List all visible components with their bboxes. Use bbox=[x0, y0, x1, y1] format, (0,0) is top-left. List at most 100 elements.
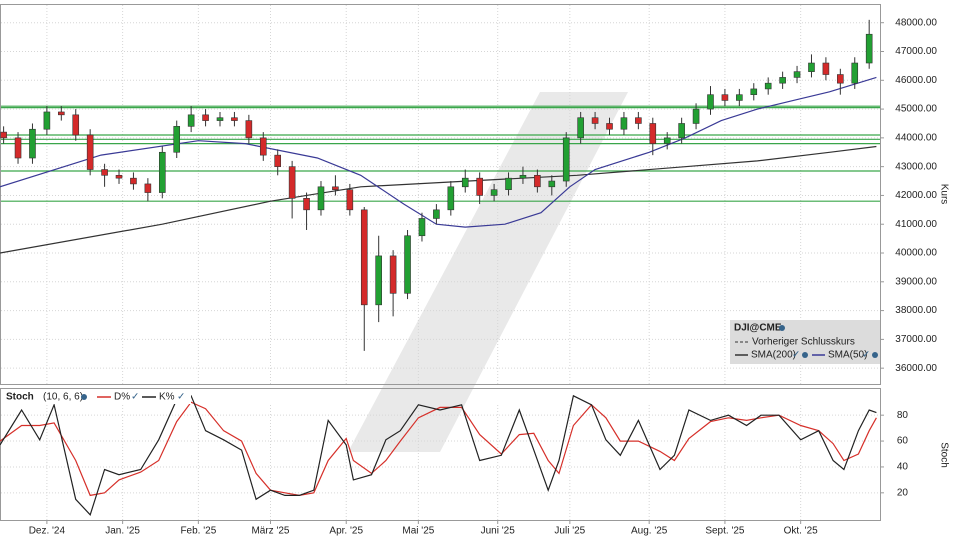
candle-body bbox=[404, 235, 411, 294]
candle-body bbox=[259, 137, 267, 156]
x-tick-label: Jan. '25 bbox=[105, 526, 140, 537]
sma-line bbox=[0, 76, 877, 228]
legend: DJI@CME Vorheriger Schlusskurs SMA(200) … bbox=[730, 320, 880, 364]
candle-body bbox=[562, 137, 570, 182]
stoch-legend: Stoch (10, 6, 6) D% ✓ K% ✓ bbox=[1, 389, 191, 404]
candle-body bbox=[202, 114, 209, 121]
candle-body bbox=[750, 88, 758, 95]
candle-body bbox=[606, 123, 613, 130]
y-tick-label: 60 bbox=[897, 436, 909, 447]
legend-icon[interactable] bbox=[779, 325, 785, 331]
candle-body bbox=[86, 134, 94, 170]
candle-body bbox=[548, 180, 556, 188]
y-tick-label: 41000.00 bbox=[895, 219, 937, 230]
candle-body bbox=[187, 114, 195, 127]
candle-body bbox=[389, 255, 397, 294]
candle-body bbox=[433, 209, 440, 219]
y-tick-label: 39000.00 bbox=[895, 276, 937, 287]
candle-body bbox=[317, 186, 325, 211]
candle-body bbox=[577, 117, 584, 139]
y-tick-label: 40000.00 bbox=[895, 248, 937, 259]
candle-body bbox=[663, 137, 671, 144]
candle-body bbox=[14, 137, 22, 159]
x-tick-label: Juni '25 bbox=[481, 526, 516, 537]
x-tick-label: Apr. '25 bbox=[329, 526, 363, 537]
candle-body bbox=[216, 117, 224, 121]
x-tick-label: Feb. '25 bbox=[180, 526, 216, 537]
plot-layer: Dez. '24 Jan. '25 Feb. '25 März '25 Apr. '25… bbox=[0, 5, 937, 537]
candle-body bbox=[72, 114, 80, 136]
candle-body bbox=[635, 117, 642, 124]
candle-body bbox=[0, 131, 7, 139]
candle-body bbox=[837, 74, 844, 84]
x-tick-label: Okt. '25 bbox=[784, 526, 819, 537]
stoch-params: (10, 6, 6) bbox=[43, 392, 83, 403]
candle-body bbox=[332, 186, 339, 190]
x-tick-label: Juli '25 bbox=[554, 526, 585, 537]
candle-body bbox=[649, 123, 657, 144]
legend-check[interactable]: ✓ bbox=[862, 350, 870, 361]
candle-body bbox=[144, 183, 152, 193]
candle-body bbox=[591, 117, 599, 124]
y-tick-label: 20 bbox=[897, 487, 909, 498]
y-tick-label: 44000.00 bbox=[895, 133, 937, 144]
legend-entry: SMA(200) bbox=[751, 350, 796, 361]
sma-line bbox=[0, 145, 877, 254]
stoch-panel bbox=[0, 388, 881, 521]
candle-body bbox=[158, 151, 166, 193]
y-axis-label: Kurs bbox=[938, 184, 949, 205]
candle-body bbox=[346, 189, 354, 211]
candle-body bbox=[173, 126, 181, 153]
candle-body bbox=[721, 94, 729, 101]
candle-body bbox=[418, 218, 426, 237]
candle-body bbox=[851, 62, 859, 84]
legend-title: DJI@CME bbox=[734, 323, 782, 334]
candle-body bbox=[620, 117, 628, 130]
price-panel bbox=[0, 4, 881, 385]
candle-body bbox=[288, 166, 296, 199]
candle-body bbox=[764, 82, 772, 90]
y-tick-label: 48000.00 bbox=[895, 17, 937, 28]
candle-body bbox=[101, 169, 108, 176]
candle-body bbox=[534, 174, 541, 188]
legend-check[interactable]: ✓ bbox=[792, 350, 800, 361]
y-tick-label: 45000.00 bbox=[895, 104, 937, 115]
candle-body bbox=[822, 62, 830, 75]
x-tick-label: Dez. '24 bbox=[29, 526, 66, 537]
candle-body bbox=[43, 111, 51, 130]
legend-icon[interactable] bbox=[872, 352, 878, 358]
y-axis-label: Stoch bbox=[938, 442, 949, 468]
candle-body bbox=[375, 255, 382, 306]
candle-body bbox=[736, 94, 743, 101]
candle-body bbox=[447, 186, 455, 211]
y-tick-label: 47000.00 bbox=[895, 46, 937, 57]
candle-body bbox=[476, 177, 483, 196]
candle-body bbox=[692, 108, 700, 124]
candle-body bbox=[115, 174, 123, 179]
y-tick-label: 42000.00 bbox=[895, 190, 937, 201]
stoch-line bbox=[0, 401, 877, 497]
legend-icon[interactable] bbox=[802, 352, 808, 358]
stoch-legend-bg bbox=[1, 389, 191, 404]
x-tick-label: Aug. '25 bbox=[631, 526, 668, 537]
candle-body bbox=[274, 154, 282, 167]
y-tick-label: 38000.00 bbox=[895, 305, 937, 316]
candle-body bbox=[793, 71, 801, 78]
candle-body bbox=[29, 128, 36, 159]
candle-body bbox=[58, 111, 65, 116]
legend-entry: SMA(50) bbox=[828, 350, 867, 361]
legend-check[interactable]: ✓ bbox=[177, 392, 185, 403]
y-tick-label: 37000.00 bbox=[895, 334, 937, 345]
y-tick-label: 36000.00 bbox=[895, 363, 937, 374]
candle-body bbox=[231, 117, 238, 121]
x-tick-label: Sept. '25 bbox=[705, 526, 745, 537]
candle-body bbox=[245, 120, 253, 139]
candle-body bbox=[865, 33, 873, 64]
legend-check[interactable]: ✓ bbox=[131, 392, 139, 403]
candle-body bbox=[808, 62, 815, 72]
candle-body bbox=[490, 189, 498, 196]
legend-entry: Vorheriger Schlusskurs bbox=[752, 337, 855, 348]
legend-icon[interactable] bbox=[81, 394, 87, 400]
